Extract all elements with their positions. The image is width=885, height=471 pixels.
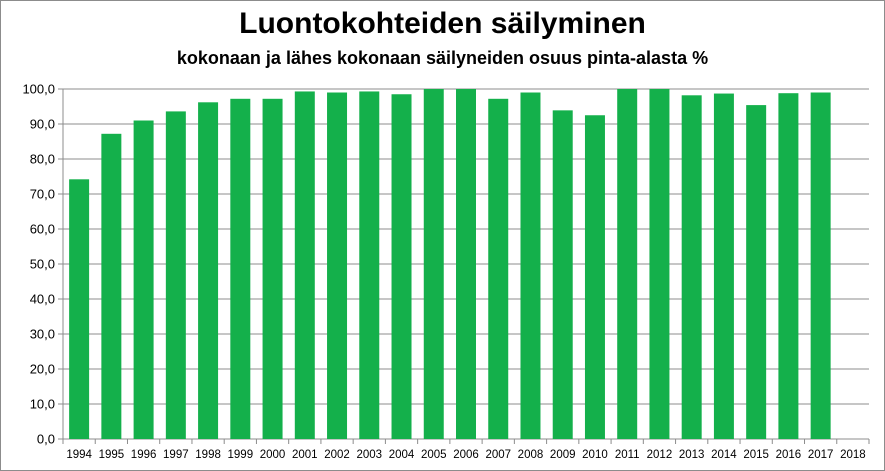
y-tick-label: 100,0 [22,82,55,97]
y-tick-label: 50,0 [30,257,55,272]
x-tick-label: 2014 [711,449,737,461]
bar [552,110,573,439]
bar [133,120,154,439]
bar [746,105,767,439]
bar [488,98,509,440]
y-tick-label: 90,0 [30,117,55,132]
y-tick-label: 30,0 [30,327,55,342]
bar [294,91,315,439]
bar [649,89,670,439]
x-tick-label: 2003 [356,449,382,461]
bar [778,93,799,439]
bar [713,93,734,440]
bar [230,98,251,440]
bar [327,92,348,439]
bar [262,98,283,440]
x-tick-label: 2010 [582,449,608,461]
x-tick-label: 1998 [195,449,221,461]
chart-title: Luontokohteiden säilyminen [239,7,646,40]
y-tick-label: 80,0 [30,152,55,167]
x-tick-label: 2013 [679,449,705,461]
x-tick-label: 2000 [260,449,286,461]
x-tick-label: 2001 [292,449,318,461]
x-tick-label: 1999 [228,449,254,461]
x-tick-label: 2016 [776,449,802,461]
bar [69,179,90,440]
bar [391,94,412,439]
y-tick-label: 60,0 [30,222,55,237]
bar [165,111,186,440]
x-tick-label: 2002 [324,449,350,461]
bar [423,89,444,439]
bar [810,92,831,439]
x-tick-label: 1997 [163,449,189,461]
x-tick-label: 2012 [647,449,673,461]
x-tick-label: 2006 [453,449,479,461]
y-tick-label: 0,0 [37,432,55,447]
x-tick-label: 1994 [66,449,92,461]
x-tick-label: 2009 [550,449,576,461]
x-tick-label: 2008 [518,449,544,461]
x-tick-label: 2011 [615,449,640,461]
x-tick-label: 2015 [743,449,769,461]
y-tick-label: 10,0 [30,397,55,412]
bar [359,91,380,439]
bar [456,89,476,439]
x-tick-label: 1996 [131,449,157,461]
x-tick-label: 2018 [840,449,866,461]
y-tick-label: 40,0 [30,292,55,307]
x-tick-label: 2007 [485,449,511,461]
bar [101,133,122,440]
bar [681,95,702,440]
x-tick-label: 2005 [421,449,447,461]
bar [617,89,638,439]
bar [198,102,219,440]
x-tick-label: 2017 [808,449,834,461]
y-tick-label: 20,0 [30,362,55,377]
y-tick-label: 70,0 [30,187,55,202]
chart-subtitle: kokonaan ja lähes kokonaan säilyneiden o… [176,48,709,68]
bar [520,92,541,439]
x-tick-label: 1995 [99,449,125,461]
bar [584,115,605,439]
x-tick-label: 2004 [389,449,415,461]
